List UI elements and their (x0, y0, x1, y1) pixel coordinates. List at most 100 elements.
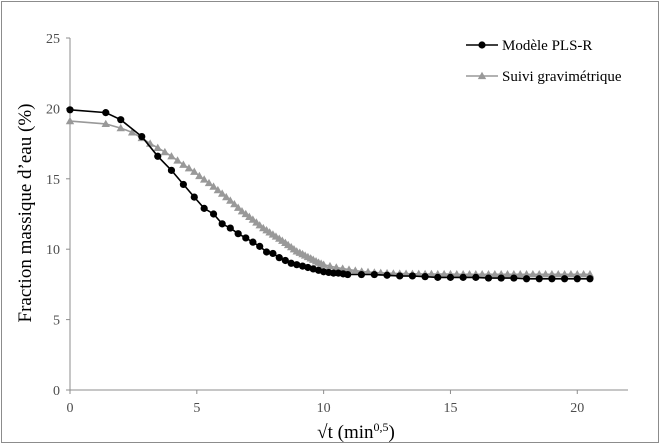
data-point (560, 275, 569, 283)
data-point (490, 270, 500, 278)
data-point (209, 182, 218, 190)
data-point (154, 152, 162, 160)
data-point (233, 203, 243, 211)
data-point (281, 256, 289, 265)
data-point (160, 147, 170, 156)
legend-entry: Modèle PLS-R (466, 38, 592, 54)
x-tick-label: 15 (443, 401, 457, 416)
data-point (213, 185, 223, 194)
data-point (65, 116, 75, 125)
data-point (101, 119, 110, 128)
x-tick-label: 5 (193, 401, 200, 416)
data-point (204, 178, 214, 187)
data-point (579, 270, 588, 278)
data-point (396, 272, 404, 280)
data-point (554, 270, 563, 278)
y-tick-label: 0 (53, 384, 60, 399)
data-point (218, 220, 226, 228)
data-point (234, 230, 242, 238)
data-point (427, 269, 436, 278)
data-point (560, 270, 569, 278)
data-point (351, 266, 360, 274)
data-point (446, 273, 455, 281)
data-point (200, 204, 208, 212)
data-point (209, 210, 218, 218)
y-tick-label: 5 (53, 314, 60, 329)
x-axis-label: √t (min0,5) (317, 420, 395, 443)
y-tick-label: 10 (46, 243, 60, 258)
data-point (249, 238, 257, 246)
data-point (338, 264, 347, 272)
data-point (472, 273, 480, 281)
data-point (434, 273, 442, 281)
data-point (184, 164, 194, 172)
data-point (497, 274, 505, 282)
data-point (484, 274, 493, 282)
series-modele-pls-r (66, 106, 594, 283)
data-point (262, 248, 271, 256)
data-point (167, 152, 176, 160)
data-point (547, 270, 557, 278)
data-point (256, 242, 264, 250)
data-point (535, 275, 543, 283)
data-point (344, 270, 352, 279)
tick-labels: 0 5 10 15 20 25 0 5 10 15 20 (46, 32, 584, 416)
data-point (275, 254, 283, 262)
data-point (465, 270, 474, 278)
legend-swatch-marker (478, 41, 486, 49)
data-point (319, 260, 328, 268)
data-point (138, 132, 146, 141)
y-tick-label: 15 (46, 173, 60, 188)
data-point (199, 175, 209, 183)
data-point (195, 171, 204, 180)
data-point (173, 156, 182, 164)
data-point (293, 261, 301, 269)
axes (66, 37, 628, 394)
data-point (357, 270, 366, 279)
data-point (325, 261, 335, 270)
data-point (226, 196, 235, 204)
legend-label: Suivi gravimétrique (502, 69, 622, 85)
x-axis-label-exponent: 0,5 (374, 420, 389, 434)
data-point (363, 267, 373, 276)
y-axis-label: Fraction massique d’eau (%) (15, 104, 36, 323)
data-point (116, 123, 125, 132)
x-axis-label-main: √t (min (317, 422, 374, 443)
legend-entry: Suivi gravimétrique (466, 69, 622, 85)
data-point (344, 265, 354, 273)
data-point (237, 206, 247, 215)
data-point (269, 249, 277, 258)
legend-label: Modèle PLS-R (502, 38, 592, 54)
legend: Modèle PLS-R Suivi gravimétrique (466, 38, 622, 85)
data-point (459, 273, 467, 281)
data-point (573, 270, 582, 278)
data-point (226, 224, 234, 232)
data-point (401, 269, 411, 277)
data-point (117, 116, 125, 124)
data-point (522, 275, 531, 283)
data-point (230, 199, 239, 208)
data-point (535, 270, 544, 278)
data-point (242, 234, 250, 242)
series-line (69, 109, 590, 280)
legend-swatch-marker (477, 71, 487, 80)
data-point (516, 270, 525, 278)
x-tick-label: 10 (317, 401, 331, 416)
data-point (179, 160, 188, 168)
data-point (332, 263, 341, 271)
data-point (179, 180, 187, 189)
series-layer (65, 106, 595, 283)
data-point (477, 270, 487, 278)
data-point (190, 193, 198, 201)
data-point (167, 166, 176, 174)
data-point (586, 275, 594, 283)
data-point (421, 273, 429, 281)
data-point (222, 192, 231, 201)
data-point (503, 270, 512, 278)
data-point (439, 269, 449, 278)
y-tick-label: 25 (46, 32, 60, 47)
data-point (153, 143, 162, 151)
x-tick-label: 20 (570, 401, 584, 416)
